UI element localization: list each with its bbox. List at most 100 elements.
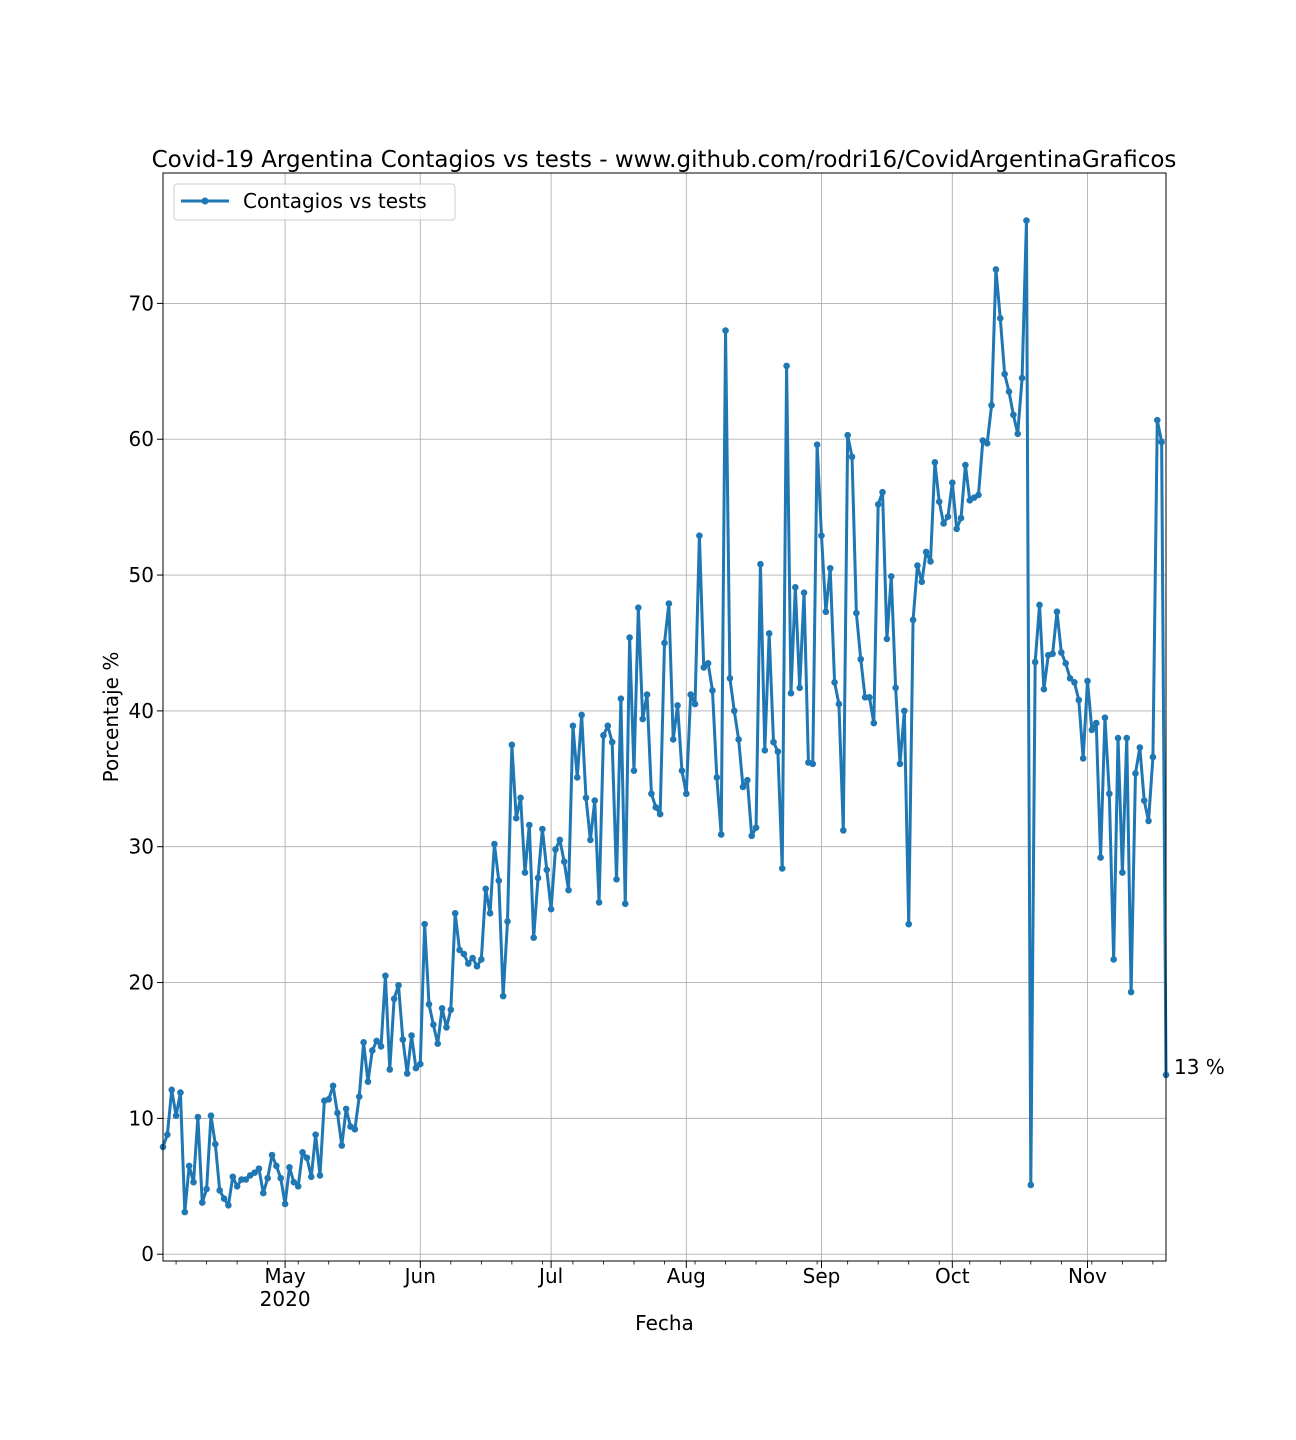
data-point bbox=[517, 794, 524, 802]
data-point bbox=[1001, 370, 1008, 378]
data-point bbox=[526, 821, 533, 829]
data-point bbox=[1132, 770, 1139, 777]
data-point bbox=[504, 918, 511, 925]
data-point bbox=[491, 840, 498, 848]
data-point bbox=[600, 732, 607, 739]
data-point bbox=[399, 1036, 407, 1043]
data-point bbox=[792, 583, 799, 591]
data-point bbox=[543, 866, 551, 874]
data-point bbox=[469, 954, 476, 962]
data-point bbox=[648, 790, 655, 798]
data-point bbox=[177, 1089, 184, 1096]
data-point bbox=[277, 1174, 285, 1182]
data-point bbox=[334, 1109, 341, 1117]
data-point bbox=[783, 362, 790, 370]
x-tick-label: Jul bbox=[537, 1264, 563, 1288]
data-point bbox=[778, 865, 786, 872]
grid-lines bbox=[163, 173, 1166, 1261]
data-point bbox=[369, 1047, 376, 1054]
data-point bbox=[800, 589, 808, 597]
data-point bbox=[1010, 411, 1017, 419]
data-point bbox=[909, 616, 917, 624]
data-point bbox=[203, 1185, 210, 1193]
data-point bbox=[678, 767, 686, 774]
data-point bbox=[464, 960, 472, 967]
data-point bbox=[355, 1093, 363, 1100]
data-point bbox=[216, 1187, 223, 1194]
data-point bbox=[621, 900, 629, 908]
y-tick-label: 60 bbox=[129, 427, 154, 451]
data-point bbox=[478, 956, 485, 963]
data-point bbox=[704, 660, 712, 667]
data-point bbox=[395, 981, 402, 989]
data-point bbox=[212, 1140, 219, 1148]
data-point bbox=[312, 1131, 319, 1138]
data-point bbox=[735, 736, 742, 743]
data-point bbox=[983, 440, 991, 447]
data-point bbox=[700, 664, 708, 671]
data-point bbox=[1158, 438, 1165, 446]
data-point bbox=[901, 707, 908, 715]
data-point bbox=[992, 266, 1000, 273]
data-point bbox=[233, 1182, 241, 1190]
data-point bbox=[1053, 608, 1061, 616]
data-point bbox=[486, 909, 494, 917]
data-point bbox=[691, 700, 699, 708]
data-point bbox=[547, 905, 555, 913]
last-value-annotation: 13 % bbox=[1174, 1055, 1225, 1079]
data-point bbox=[194, 1113, 202, 1121]
data-point bbox=[403, 1070, 411, 1077]
data-point bbox=[1106, 790, 1113, 798]
data-point bbox=[870, 719, 878, 727]
data-point bbox=[364, 1078, 372, 1085]
data-point bbox=[264, 1174, 271, 1182]
data-point bbox=[434, 1040, 442, 1047]
data-point bbox=[626, 634, 633, 641]
data-point bbox=[713, 774, 721, 781]
data-point bbox=[748, 832, 756, 840]
data-point bbox=[1114, 734, 1122, 742]
data-point bbox=[840, 827, 847, 834]
data-point bbox=[669, 736, 677, 743]
data-point bbox=[922, 548, 930, 556]
data-point bbox=[242, 1176, 250, 1183]
data-point bbox=[604, 722, 612, 730]
data-point bbox=[325, 1096, 333, 1103]
data-point bbox=[408, 1032, 415, 1039]
data-point bbox=[818, 532, 825, 539]
data-point bbox=[661, 639, 668, 647]
data-point bbox=[687, 691, 694, 698]
y-tick-label: 30 bbox=[129, 835, 154, 859]
data-point bbox=[617, 695, 625, 702]
data-point bbox=[949, 479, 956, 486]
data-point bbox=[1145, 817, 1152, 825]
data-point bbox=[421, 920, 428, 928]
data-point bbox=[696, 532, 703, 539]
data-point bbox=[639, 715, 646, 723]
data-point bbox=[848, 453, 856, 461]
data-point bbox=[582, 794, 590, 802]
data-point bbox=[1049, 650, 1056, 658]
data-point bbox=[1079, 755, 1087, 762]
data-point bbox=[495, 877, 503, 884]
data-point bbox=[844, 431, 851, 439]
data-point bbox=[1058, 649, 1065, 656]
data-point bbox=[447, 1006, 455, 1014]
data-point bbox=[770, 738, 777, 746]
data-point bbox=[164, 1131, 171, 1138]
data-point bbox=[722, 327, 729, 334]
data-point bbox=[456, 946, 463, 954]
data-point bbox=[416, 1060, 424, 1068]
data-point bbox=[1119, 869, 1126, 876]
data-point bbox=[931, 459, 939, 466]
data-point bbox=[1092, 719, 1100, 727]
legend-swatch-marker bbox=[201, 197, 209, 205]
data-point bbox=[251, 1169, 258, 1177]
data-point bbox=[595, 899, 603, 906]
data-point bbox=[717, 831, 725, 838]
data-point bbox=[796, 684, 803, 692]
x-tick-label: Jun bbox=[403, 1264, 436, 1288]
data-point bbox=[482, 885, 490, 893]
data-point bbox=[569, 722, 577, 730]
data-point bbox=[382, 972, 389, 980]
